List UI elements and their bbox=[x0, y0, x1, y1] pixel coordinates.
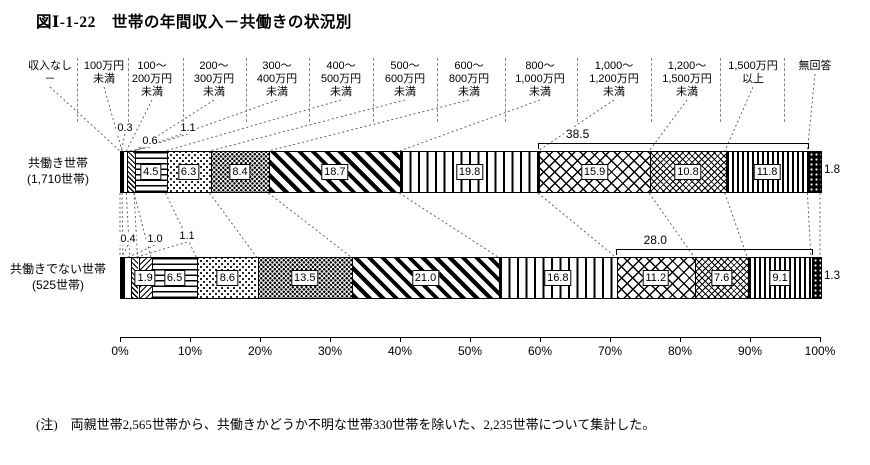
value-box: 10.8 bbox=[674, 164, 702, 180]
axis-tick bbox=[330, 337, 331, 342]
value-box: 7.6 bbox=[710, 270, 733, 286]
column-separator bbox=[309, 58, 310, 122]
axis-tick bbox=[470, 337, 471, 342]
stacked-bar: 1.9 6.5 8.6 13.5 21.0 16.8 11.2 7.6 9.1 bbox=[120, 257, 822, 299]
range-bracket bbox=[615, 249, 813, 255]
category-label: 100万円 未満 bbox=[82, 60, 126, 86]
axis-tick bbox=[400, 337, 401, 342]
category-label: 100～ 200万円 未満 bbox=[130, 60, 174, 99]
axis-tick-label: 50% bbox=[457, 344, 483, 358]
axis-tick-label: 20% bbox=[247, 344, 273, 358]
axis-tick bbox=[680, 337, 681, 342]
figure-title: 図Ⅰ-1-22 世帯の年間収入－共働きの状況別 bbox=[36, 14, 352, 31]
column-separator bbox=[504, 58, 506, 122]
column-separator bbox=[784, 58, 785, 122]
axis-tick bbox=[750, 337, 751, 342]
figure-note: (注) 両親世帯2,565世帯から、共働きかどうか不明な世帯330世帯を除いた、… bbox=[36, 417, 656, 432]
axis-tick-label: 30% bbox=[317, 344, 343, 358]
column-separator bbox=[128, 58, 129, 122]
category-label: 800～ 1,000万円 未満 bbox=[514, 60, 566, 99]
column-separator bbox=[77, 58, 78, 122]
axis-tick-label: 10% bbox=[177, 344, 203, 358]
column-separator bbox=[720, 58, 721, 122]
category-label: 無回答 bbox=[797, 60, 833, 73]
category-label: 400～ 500万円 未満 bbox=[319, 60, 363, 99]
value-box: 19.8 bbox=[455, 164, 484, 180]
stacked-bar: 4.5 6.3 8.4 18.7 19.8 15.9 10.8 11.8 bbox=[120, 151, 822, 193]
axis-tick-label: 0% bbox=[111, 344, 129, 358]
value-box: 6.5 bbox=[163, 270, 186, 286]
bracket-value: 28.0 bbox=[641, 233, 669, 247]
value-box: 9.1 bbox=[769, 270, 791, 286]
column-separator bbox=[437, 58, 438, 122]
range-bracket bbox=[537, 143, 810, 149]
bar-segment bbox=[121, 258, 124, 298]
axis-tick-label: 90% bbox=[737, 344, 763, 358]
column-separator bbox=[245, 58, 247, 122]
axis-tick bbox=[260, 337, 261, 342]
value-box: 21.0 bbox=[411, 270, 440, 286]
bar-segment bbox=[121, 152, 124, 192]
value-box: 8.6 bbox=[216, 270, 239, 286]
value-box: 8.4 bbox=[229, 164, 251, 180]
category-label: 1,000～ 1,200万円 未満 bbox=[588, 60, 640, 99]
axis-tick bbox=[820, 337, 821, 342]
value-box: 11.2 bbox=[642, 270, 670, 286]
axis-tick-label: 60% bbox=[527, 344, 553, 358]
column-separator bbox=[373, 58, 374, 122]
category-label: 300～ 400万円 未満 bbox=[255, 60, 299, 99]
right-value-label: 1.3 bbox=[824, 270, 840, 282]
axis-tick-label: 80% bbox=[667, 344, 693, 358]
category-label: 1,200～ 1,500万円 未満 bbox=[661, 60, 713, 99]
small-value-label: 0.3 bbox=[116, 122, 134, 134]
category-label: 600～ 800万円 未満 bbox=[447, 60, 491, 99]
value-box: 1.9 bbox=[134, 270, 156, 286]
bar-segment bbox=[811, 258, 821, 298]
value-box: 4.5 bbox=[140, 164, 162, 180]
small-value-label: 1.0 bbox=[146, 233, 164, 245]
category-label: 1,500万円 以上 bbox=[727, 60, 779, 86]
bar-segment bbox=[127, 152, 135, 192]
axis-tick bbox=[610, 337, 611, 342]
axis-tick bbox=[190, 337, 191, 342]
value-box: 13.5 bbox=[291, 270, 319, 286]
value-box: 6.3 bbox=[177, 164, 200, 180]
bar-segment bbox=[808, 152, 821, 192]
column-separator bbox=[183, 58, 184, 122]
axis-tick bbox=[120, 337, 121, 342]
value-box: 11.8 bbox=[753, 164, 781, 180]
axis-tick-label: 70% bbox=[597, 344, 623, 358]
axis-tick bbox=[540, 337, 541, 342]
bracket-value: 38.5 bbox=[563, 127, 592, 141]
category-label: 収入なし － bbox=[27, 60, 73, 86]
bar-segment bbox=[123, 258, 131, 298]
value-box: 15.9 bbox=[580, 164, 609, 180]
small-value-label: 1.1 bbox=[179, 122, 197, 134]
right-value-label: 1.8 bbox=[824, 164, 840, 176]
value-box: 18.7 bbox=[321, 164, 349, 180]
series-label: 共働き世帯 (1,710世帯) bbox=[26, 156, 90, 186]
category-label: 500～ 600万円 未満 bbox=[383, 60, 427, 99]
series-label: 共働きでない世帯 (525世帯) bbox=[9, 262, 106, 292]
axis-tick-label: 40% bbox=[387, 344, 413, 358]
category-label: 200～ 300万円 未満 bbox=[192, 60, 236, 99]
axis-tick-label: 100% bbox=[804, 344, 836, 358]
bar-segment bbox=[123, 152, 128, 192]
small-value-label: 1.1 bbox=[178, 230, 196, 242]
column-separator bbox=[577, 58, 578, 122]
small-value-label: 0.4 bbox=[119, 233, 137, 245]
value-box: 16.8 bbox=[544, 270, 572, 286]
small-value-label: 0.6 bbox=[141, 135, 159, 147]
column-separator bbox=[650, 58, 652, 122]
